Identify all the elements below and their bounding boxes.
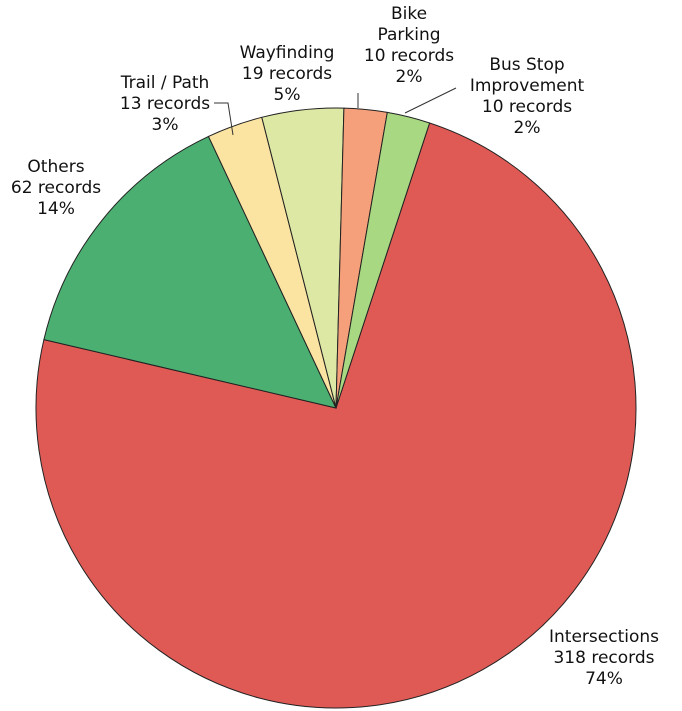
pie-slice-others — [43, 135, 337, 409]
pie-slice-bus-stop-improvement — [335, 111, 431, 409]
pie-slice-intersections — [35, 122, 637, 709]
leader-line-trail-path — [214, 102, 234, 136]
slice-label-wayfinding: Wayfinding 19 records 5% — [240, 43, 335, 105]
slice-label-intersections: Intersections 318 records 74% — [549, 627, 659, 689]
slice-label-trail-path: Trail / Path 13 records 3% — [120, 73, 211, 135]
slice-label-others: Others 62 records 14% — [11, 157, 101, 219]
slice-labels: Intersections 318 records 74% Others 62 reco… — [11, 4, 659, 689]
slice-label-bike-parking: Bike Parking 10 records 2% — [364, 4, 454, 87]
label-leader-lines — [214, 87, 457, 136]
pie-slices — [35, 107, 637, 709]
slice-label-bus-stop-improvement: Bus Stop Improvement 10 records 2% — [470, 55, 585, 138]
leader-line-bus-stop-improvement — [404, 87, 457, 114]
